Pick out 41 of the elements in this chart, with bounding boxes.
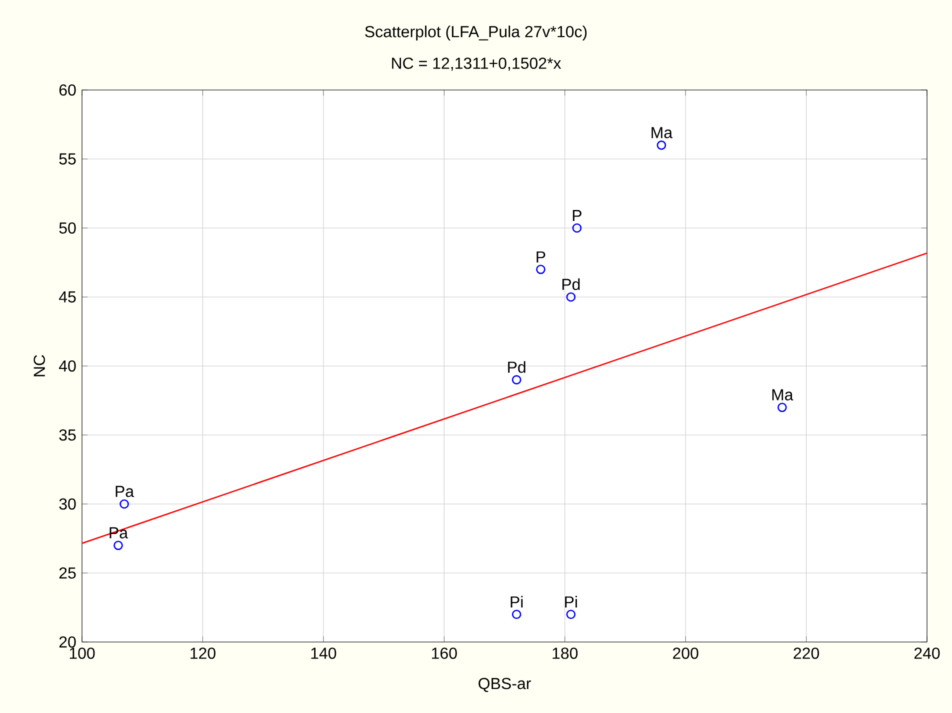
y-tick-label: 60 <box>59 84 76 96</box>
x-axis-title: QBS-ar <box>478 678 531 692</box>
x-tick-label: 120 <box>190 648 216 659</box>
point <box>572 223 582 233</box>
point <box>566 610 576 620</box>
annotation: Ma <box>772 389 794 400</box>
y-tick-label: 30 <box>59 498 76 510</box>
annotation: Pi <box>565 596 577 608</box>
annotation: P <box>536 251 546 262</box>
point <box>120 499 129 509</box>
y-tick-label: 40 <box>58 360 76 372</box>
point <box>536 264 546 274</box>
point <box>566 292 576 302</box>
annotation: P <box>572 210 582 222</box>
annotation: Pa <box>110 527 128 538</box>
chart-subtitle: NC = 12,1311+0,1502*x <box>392 58 562 71</box>
x-tick-label: 240 <box>914 648 940 659</box>
x-tick-label: 140 <box>311 648 336 659</box>
annotation: Pd <box>562 278 580 290</box>
point <box>656 140 666 150</box>
annotation: Ma <box>652 127 673 138</box>
x-tick-label: 180 <box>552 648 578 659</box>
x-tick-label: 200 <box>673 648 698 659</box>
x-tick-label: 220 <box>794 648 820 659</box>
annotation: Pd <box>508 361 526 373</box>
point <box>512 610 522 620</box>
y-axis-title: NC <box>34 355 46 376</box>
annotation: Pa <box>116 486 134 498</box>
point <box>512 375 522 384</box>
x-tick-label: 160 <box>432 648 457 659</box>
annotation: Pi <box>510 596 523 608</box>
y-tick-label: 20 <box>59 636 76 648</box>
point <box>114 540 123 550</box>
y-tick-label: 45 <box>58 291 76 303</box>
y-tick-label: 35 <box>59 429 76 441</box>
x-tick-label: 100 <box>70 648 95 659</box>
chart-title: Scatterplot (LFA_Pula 27v*10c) <box>365 26 587 41</box>
y-tick-label: 50 <box>59 222 76 234</box>
y-tick-label: 25 <box>59 567 76 579</box>
y-tick-label: 55 <box>59 153 76 165</box>
point <box>777 402 787 412</box>
